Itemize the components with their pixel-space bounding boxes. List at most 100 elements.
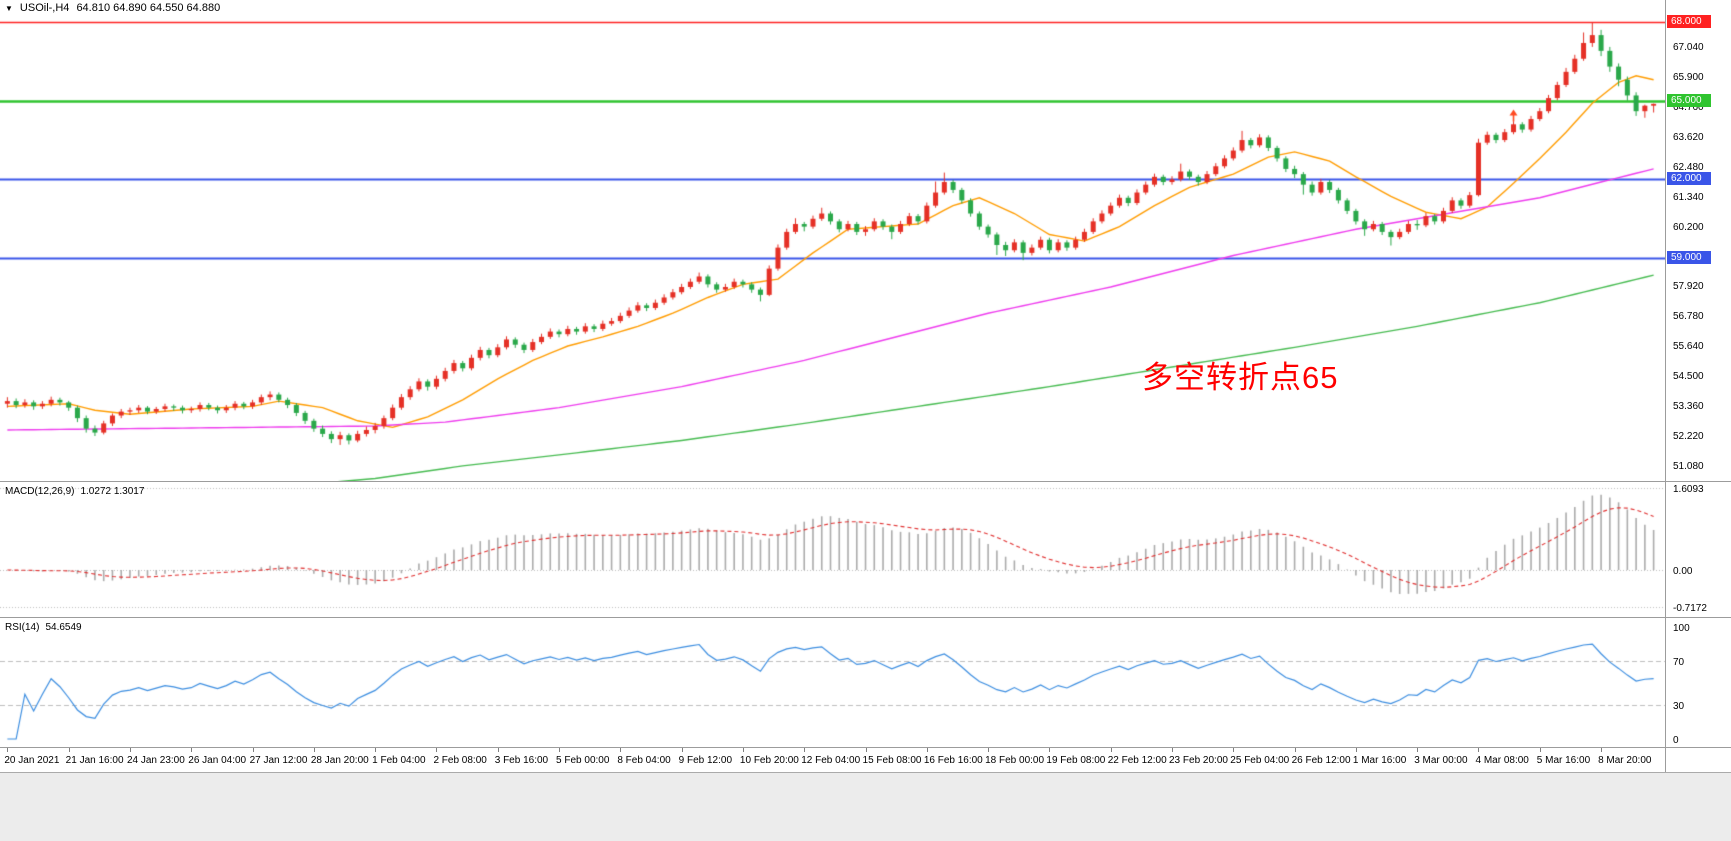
rsi-scale-label: 70 (1673, 656, 1685, 668)
time-axis-tick (1172, 748, 1173, 752)
time-axis[interactable]: 20 Jan 2021 21 Jan 16:00 24 Jan 23:00 26 Ja… (0, 748, 1665, 772)
time-axis-tick (1417, 748, 1418, 752)
time-axis-tick (498, 748, 499, 752)
chart-annotation-text[interactable]: 多空转折点65 (1142, 360, 1339, 395)
time-axis-tick (1601, 748, 1602, 752)
price-scale[interactable]: 67.040 65.900 64.760 63.620 62.480 61.340 60.2… (1665, 0, 1731, 481)
time-axis-tick (682, 748, 683, 752)
rsi-values: 54.6549 (45, 622, 82, 633)
ohlc-readout: 64.810 64.890 64.550 64.880 (76, 2, 221, 14)
time-axis-tick (804, 748, 805, 752)
price-tick-label: 67.040 (1673, 42, 1704, 54)
price-tick-label: 57.920 (1673, 281, 1704, 293)
time-axis-tick (927, 748, 928, 752)
macd-scale-label: 1.6093 (1673, 483, 1704, 495)
time-axis-label: 16 Feb 16:00 (923, 755, 983, 766)
price-line-badge: 68.000 (1667, 14, 1711, 28)
time-axis-tick (1356, 748, 1357, 752)
rsi-panel-row: RSI(14) 54.6549 100 70 30 0 (0, 617, 1731, 747)
price-tick-label: 55.640 (1673, 341, 1704, 353)
macd-panel-row: MACD(12,26,9) 1.0272 1.3017 1.6093 0.00 -0.… (0, 481, 1731, 617)
price-line-badge: 59.000 (1667, 251, 1711, 265)
time-axis-tick (1478, 748, 1479, 752)
time-axis-label: 5 Feb 00:00 (556, 755, 610, 766)
price-tick-label: 56.780 (1673, 311, 1704, 323)
price-chart-panel[interactable]: ▼ USOil-,H4 64.810 64.890 64.550 64.880 … (0, 0, 1665, 481)
time-axis-tick (620, 748, 621, 752)
macd-scale[interactable]: 1.6093 0.00 -0.7172 (1665, 482, 1731, 617)
price-tick-label: 63.620 (1673, 131, 1704, 143)
rsi-label: RSI(14) 54.6549 (5, 622, 88, 633)
macd-scale-label: 0.00 (1673, 566, 1693, 577)
macd-canvas[interactable] (0, 482, 1665, 617)
time-axis-tick (375, 748, 376, 752)
time-axis-tick (988, 748, 989, 752)
macd-label: MACD(12,26,9) 1.0272 1.3017 (5, 486, 150, 497)
macd-values: 1.0272 1.3017 (80, 486, 145, 497)
time-axis-label: 10 Feb 20:00 (739, 755, 799, 766)
time-axis-tick (743, 748, 744, 752)
time-axis-label: 19 Feb 08:00 (1046, 755, 1106, 766)
time-axis-label: 4 Mar 08:00 (1475, 755, 1529, 766)
price-tick-label: 62.480 (1673, 161, 1704, 173)
time-axis-tick (866, 748, 867, 752)
time-axis-label: 26 Jan 04:00 (188, 755, 247, 766)
rsi-canvas[interactable] (0, 618, 1665, 747)
macd-scale-label: -0.7172 (1673, 602, 1707, 614)
price-tick-label: 60.200 (1673, 221, 1704, 233)
price-line-badge: 62.000 (1667, 172, 1711, 186)
time-axis-label: 8 Mar 20:00 (1598, 755, 1652, 766)
time-axis-label: 3 Feb 16:00 (494, 755, 549, 766)
price-tick-label: 64.760 (1673, 101, 1704, 113)
time-axis-label: 12 Feb 04:00 (801, 755, 861, 766)
time-axis-label: 1 Mar 16:00 (1352, 755, 1407, 766)
price-line-badge: 65.000 (1667, 93, 1711, 107)
price-chart-row: ▼ USOil-,H4 64.810 64.890 64.550 64.880 … (0, 0, 1731, 481)
time-axis-tick (1295, 748, 1296, 752)
time-axis-tick (130, 748, 131, 752)
price-tick-label: 52.220 (1673, 431, 1704, 442)
time-axis-label: 25 Feb 04:00 (1230, 755, 1290, 766)
time-axis-tick (1049, 748, 1050, 752)
time-axis-tick (7, 748, 8, 752)
time-axis-label: 1 Feb 04:00 (372, 755, 426, 766)
time-axis-label: 2 Feb 08:00 (433, 755, 487, 766)
rsi-name: RSI(14) (5, 622, 40, 633)
rsi-scale-label: 0 (1673, 735, 1679, 746)
time-axis-tick (1111, 748, 1112, 752)
price-chart-canvas[interactable] (0, 0, 1665, 481)
time-axis-label: 21 Jan 16:00 (65, 755, 124, 766)
rsi-scale-label: 30 (1673, 701, 1685, 713)
macd-name: MACD(12,26,9) (5, 486, 75, 497)
time-axis-label: 22 Feb 12:00 (1107, 755, 1167, 766)
rsi-scale-corner: 100 70 30 0 (1665, 618, 1731, 747)
macd-panel[interactable]: MACD(12,26,9) 1.0272 1.3017 (0, 482, 1665, 617)
time-axis-row: 20 Jan 2021 21 Jan 16:00 24 Jan 23:00 26 Ja… (0, 747, 1731, 772)
price-tick-label: 53.360 (1673, 401, 1704, 413)
time-axis-corner (1665, 748, 1731, 772)
time-axis-tick (436, 748, 437, 752)
time-axis-label: 28 Jan 20:00 (310, 755, 369, 766)
time-axis-tick (1540, 748, 1541, 752)
time-axis-label: 23 Feb 20:00 (1169, 755, 1228, 766)
chart-title: ▼ USOil-,H4 64.810 64.890 64.550 64.880 (5, 2, 220, 14)
time-axis-tick (559, 748, 560, 752)
time-axis-label: 15 Feb 08:00 (862, 755, 922, 766)
time-axis-tick (191, 748, 192, 752)
time-axis-label: 18 Feb 00:00 (985, 755, 1045, 766)
time-axis-tick (253, 748, 254, 752)
symbol-dropdown-icon[interactable]: ▼ (5, 3, 13, 13)
time-axis-label: 24 Jan 23:00 (126, 755, 185, 766)
time-axis-label: 8 Feb 04:00 (617, 755, 671, 766)
rsi-scale-label: 100 (1673, 623, 1690, 634)
time-axis-tick (1233, 748, 1234, 752)
price-tick-label: 65.900 (1673, 72, 1704, 84)
rsi-panel[interactable]: RSI(14) 54.6549 (0, 618, 1665, 747)
window-footer (0, 772, 1731, 841)
time-axis-label: 20 Jan 2021 (4, 755, 60, 766)
time-axis-tick (69, 748, 70, 752)
time-axis-label: 26 Feb 12:00 (1291, 755, 1351, 766)
price-tick-label: 54.500 (1673, 371, 1704, 383)
time-axis-label: 9 Feb 12:00 (678, 755, 732, 766)
price-tick-label: 61.340 (1673, 191, 1704, 203)
